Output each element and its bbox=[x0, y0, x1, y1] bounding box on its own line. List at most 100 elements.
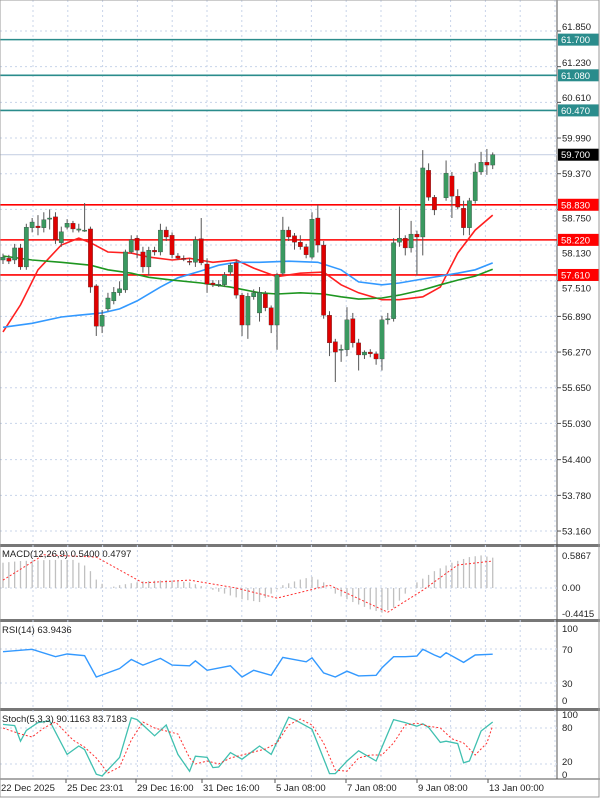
candle-body bbox=[198, 238, 204, 264]
pane-separator bbox=[0, 619, 600, 622]
candle-body bbox=[309, 219, 315, 258]
candle-body bbox=[0, 256, 6, 261]
candle-body bbox=[426, 170, 431, 198]
macd-label: MACD(12,26,9) 0.5400 0.4797 bbox=[2, 549, 131, 560]
candle bbox=[297, 235, 303, 250]
candle-body bbox=[6, 258, 12, 262]
candle-body bbox=[443, 172, 449, 199]
candle bbox=[373, 351, 379, 365]
pane-separator bbox=[0, 708, 600, 711]
candle-body bbox=[338, 349, 344, 351]
candle bbox=[35, 215, 41, 236]
candle bbox=[245, 292, 251, 339]
current-price-tag bbox=[558, 148, 599, 161]
candle bbox=[303, 243, 309, 259]
candle bbox=[193, 236, 198, 267]
candle-body bbox=[29, 221, 35, 228]
candle-body bbox=[262, 293, 268, 308]
candle bbox=[315, 204, 321, 253]
candle bbox=[82, 203, 87, 232]
candle-body bbox=[484, 162, 490, 166]
candle bbox=[321, 241, 327, 319]
level-tag bbox=[558, 33, 599, 46]
candle-body bbox=[233, 262, 239, 296]
candle bbox=[140, 246, 146, 273]
candle-body bbox=[23, 227, 29, 268]
candle-body bbox=[420, 167, 426, 238]
time-label: 7 Jan 08:00 bbox=[347, 783, 397, 794]
level-label: 58.220 bbox=[561, 235, 590, 246]
candle-body bbox=[169, 235, 175, 255]
candle bbox=[41, 212, 47, 233]
candle-body bbox=[356, 342, 361, 356]
price-tick-label: 61.230 bbox=[562, 58, 591, 69]
candle-body bbox=[490, 154, 496, 166]
candle-body bbox=[64, 223, 70, 228]
price-tick-label: 54.400 bbox=[562, 455, 591, 466]
candle bbox=[432, 194, 437, 216]
macd-tick-label: 0.00 bbox=[562, 583, 581, 594]
rsi-tick-label: 30 bbox=[562, 679, 573, 690]
candle-body bbox=[70, 223, 76, 230]
candle-body bbox=[76, 228, 82, 231]
candle bbox=[414, 230, 420, 276]
candle bbox=[152, 246, 157, 256]
candle bbox=[472, 163, 478, 204]
candle-body bbox=[350, 318, 356, 344]
candle-body bbox=[222, 274, 227, 285]
candle-body bbox=[35, 225, 41, 228]
candle bbox=[93, 284, 99, 336]
candle-body bbox=[379, 319, 385, 360]
rsi-label: RSI(14) 63.9436 bbox=[2, 625, 72, 636]
candle-body bbox=[297, 242, 303, 247]
candle bbox=[105, 292, 111, 312]
macd-tick-label: 0.5867 bbox=[562, 551, 591, 562]
candle-body bbox=[274, 274, 280, 326]
candle bbox=[123, 249, 128, 293]
candle bbox=[309, 212, 315, 260]
pane-0 bbox=[0, 0, 557, 544]
candle-body bbox=[111, 292, 117, 302]
price-tick-label: 59.370 bbox=[562, 169, 591, 180]
candle-body bbox=[82, 229, 87, 232]
candle bbox=[163, 226, 169, 242]
candle bbox=[408, 220, 414, 253]
candle-body bbox=[117, 288, 122, 293]
candle bbox=[367, 349, 373, 358]
pane-separator bbox=[0, 544, 600, 547]
candle bbox=[146, 246, 152, 276]
rsi-tick-label: 70 bbox=[562, 645, 573, 656]
stoch-label: Stoch(5,3,3) 90.1163 83.7183 bbox=[2, 714, 127, 725]
candle-body bbox=[391, 242, 396, 319]
candle bbox=[449, 171, 455, 219]
candle bbox=[420, 150, 426, 256]
moving-average-0 bbox=[2, 214, 494, 333]
price-tick-label: 53.160 bbox=[562, 527, 591, 538]
candle bbox=[484, 148, 490, 175]
candle-body bbox=[251, 292, 257, 297]
candle-body bbox=[268, 307, 274, 326]
rsi-line bbox=[2, 648, 493, 678]
candle bbox=[268, 305, 274, 334]
candle bbox=[327, 311, 332, 357]
candle-body bbox=[134, 237, 140, 251]
candle-body bbox=[228, 265, 233, 273]
candle-body bbox=[239, 294, 245, 326]
candle-body bbox=[210, 282, 216, 285]
level-tag bbox=[558, 233, 599, 246]
candle-body bbox=[193, 239, 198, 263]
candle-body bbox=[18, 247, 23, 268]
candle bbox=[117, 281, 122, 296]
stoch-signal-line bbox=[2, 718, 494, 774]
candle bbox=[385, 312, 391, 325]
level-tag bbox=[558, 69, 599, 82]
candle-body bbox=[146, 250, 152, 268]
candle-body bbox=[303, 246, 309, 255]
macd-tick-label: -0.4415 bbox=[562, 609, 594, 620]
candle bbox=[204, 258, 210, 293]
candle bbox=[402, 235, 408, 256]
candle bbox=[251, 289, 257, 300]
candle bbox=[76, 223, 82, 233]
candle bbox=[379, 315, 385, 371]
